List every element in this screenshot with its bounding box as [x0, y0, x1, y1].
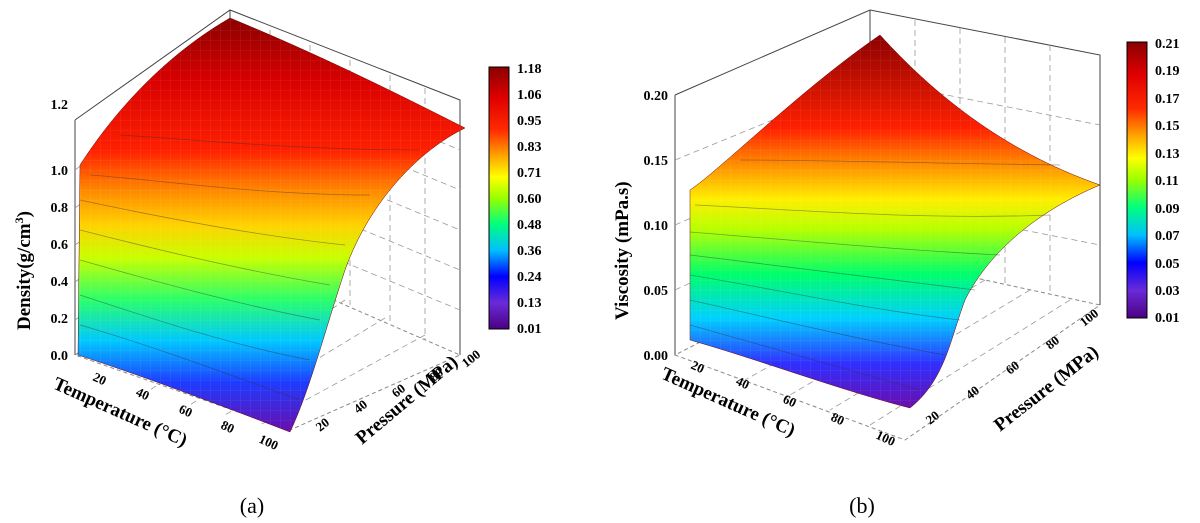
panel-a-ztick: 0.8: [51, 201, 69, 216]
panel-a-colorbar-ticks: 1.18 1.06 0.95 0.83 0.71 0.60 0.48 0.36 …: [517, 62, 542, 337]
panel-b-cbar-tick: 0.05: [1155, 257, 1180, 272]
panel-b-zlabel: Viscosity (mPa.s): [612, 181, 633, 320]
panel-b-cbar-tick: 0.11: [1155, 174, 1179, 189]
panel-b-ztick: 0.00: [644, 349, 669, 364]
panel-a-cbar-tick: 0.60: [517, 192, 542, 207]
panel-b-cbar-tick: 0.03: [1155, 284, 1180, 299]
panel-b-ytick: 80: [1043, 333, 1062, 353]
panel-a-cbar-tick: 0.48: [517, 218, 542, 233]
panel-b-ylabel: Pressure (MPa): [990, 342, 1103, 436]
panel-a-xtick: 80: [219, 417, 237, 436]
panel-a-xtick: 20: [91, 369, 109, 388]
panel-b-cbar-tick: 0.19: [1155, 64, 1180, 79]
panel-b-xtick: 100: [874, 427, 898, 449]
panel-a-ztick: 1.2: [51, 98, 69, 113]
panel-a-xtick: 40: [134, 384, 152, 403]
panel-a-ytick: 100: [459, 347, 484, 371]
panel-a-xtick: 100: [257, 431, 281, 453]
panel-b-z-axis: 0.00 0.05 0.10 0.15 0.20: [644, 89, 669, 364]
panel-b-colorbar: [1126, 41, 1148, 319]
panel-a-contours: [79, 134, 421, 401]
panel-b-cbar-tick: 0.21: [1155, 37, 1180, 52]
panel-a-colorbar: [488, 66, 510, 330]
panel-b: 0.00 0.05 0.10 0.15 0.20 Viscosity (mPa.…: [612, 9, 1180, 518]
panel-b-cbar-tick: 0.13: [1155, 147, 1180, 162]
panel-a-zlabel: Density(g/cm3): [12, 211, 35, 330]
panel-b-xtick: 40: [734, 373, 752, 392]
panel-b-contours: [689, 159, 1061, 391]
panel-b-ztick: 0.20: [644, 89, 669, 104]
panel-b-ytick: 20: [923, 408, 942, 428]
panel-b-ztick: 0.10: [644, 219, 669, 234]
panel-a-cbar-tick: 1.06: [517, 88, 542, 103]
panel-b-cbar-tick: 0.01: [1155, 311, 1180, 326]
panel-a-cbar-tick: 0.01: [517, 322, 542, 337]
panel-a-surface-mesh: [78, 18, 465, 432]
panel-a-cbar-tick: 0.13: [517, 296, 542, 311]
panel-b-xtick: 20: [689, 357, 707, 376]
panel-a-xtick: 60: [177, 401, 195, 420]
panel-b-ytick: 60: [1003, 358, 1022, 378]
panel-a-cbar-tick: 0.24: [517, 270, 542, 285]
panel-b-cbar-tick: 0.09: [1155, 202, 1180, 217]
panel-b-cbar-tick: 0.17: [1155, 92, 1180, 107]
panel-a-cbar-tick: 0.71: [517, 166, 542, 181]
panel-a-ytick: 40: [351, 397, 370, 417]
panel-b-ytick: 100: [1077, 306, 1102, 330]
panel-a-cbar-tick: 0.36: [517, 244, 542, 259]
panel-a-cbar-tick: 0.83: [517, 140, 542, 155]
panel-b-ytick: 40: [963, 383, 982, 403]
panel-a-z-axis: 0.0 0.2 0.4 0.6 0.8 1.0 1.2: [51, 98, 69, 364]
panel-a-cbar-tick: 1.18: [517, 62, 542, 77]
panel-a-x-axis: 20 40 60 80 100: [91, 369, 281, 453]
panel-b-colorbar-ticks: 0.21 0.19 0.17 0.15 0.13 0.11 0.09 0.07 …: [1155, 37, 1180, 326]
panel-a-caption: (a): [240, 493, 264, 518]
panel-b-cbar-tick: 0.15: [1155, 119, 1180, 134]
panel-b-xtick: 60: [781, 391, 799, 410]
panel-b-caption: (b): [849, 493, 875, 518]
panel-b-surface-mesh: [690, 35, 1100, 408]
panel-b-x-axis: 20 40 60 80 100: [689, 357, 898, 449]
panel-b-xtick: 80: [829, 409, 847, 428]
panel-a-ztick: 0.6: [51, 238, 69, 253]
panel-a-ztick: 1.0: [51, 164, 69, 179]
panel-a-ztick: 0.4: [51, 275, 69, 290]
panel-b-ztick: 0.05: [644, 284, 669, 299]
panel-a: 0.0 0.2 0.4 0.6 0.8 1.0 1.2 Density(g/cm…: [12, 9, 542, 518]
panel-b-ztick: 0.15: [644, 154, 669, 169]
panel-a-ytick: 20: [313, 415, 332, 435]
panel-b-cbar-tick: 0.07: [1155, 229, 1180, 244]
panel-a-cbar-tick: 0.95: [517, 114, 542, 129]
panel-a-ztick: 0.0: [51, 349, 69, 364]
panel-a-ztick: 0.2: [51, 312, 69, 327]
